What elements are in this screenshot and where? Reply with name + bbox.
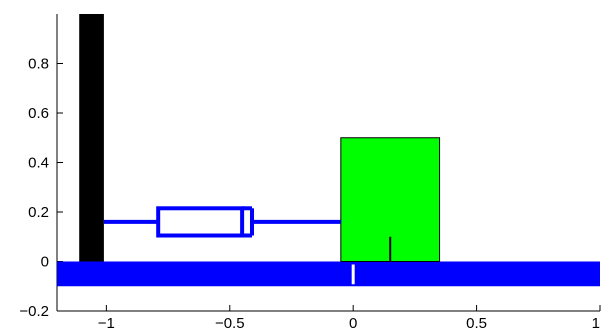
- wall: [79, 14, 104, 262]
- scene-objects: [57, 14, 600, 287]
- x-tick-label: 1: [592, 315, 600, 332]
- y-tick-label: 0.6: [28, 105, 49, 122]
- x-tick-label: −1: [98, 315, 115, 332]
- y-tick-label: 0: [41, 254, 49, 271]
- y-tick-label: 0.4: [28, 155, 49, 172]
- y-tick-label: 0.8: [28, 56, 49, 73]
- x-tick-label: −0.5: [215, 315, 245, 332]
- damper-cylinder: [156, 206, 245, 238]
- y-tick-label: −0.2: [19, 303, 49, 320]
- x-tick-label: 0: [349, 315, 357, 332]
- tick-labels: −0.2 0 0.2 0.4 0.6 0.8 −1 −0.5 0 0.5 1: [19, 56, 600, 333]
- x-tick-label: 0.5: [466, 315, 487, 332]
- floor: [57, 261, 600, 287]
- y-tick-label: 0.2: [28, 204, 49, 221]
